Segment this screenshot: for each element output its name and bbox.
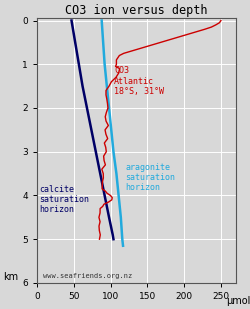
Title: CO3 ion versus depth: CO3 ion versus depth	[65, 4, 208, 17]
Y-axis label: km: km	[4, 272, 19, 282]
Text: calcite
saturation
horizon: calcite saturation horizon	[39, 184, 89, 214]
X-axis label: μmol/kg: μmol/kg	[226, 296, 250, 306]
Text: aragonite
saturation
horizon: aragonite saturation horizon	[125, 163, 175, 193]
Text: www.seafriends.org.nz: www.seafriends.org.nz	[43, 273, 132, 279]
Text: CO3
Atlantic
18°S, 31°W: CO3 Atlantic 18°S, 31°W	[114, 66, 164, 96]
